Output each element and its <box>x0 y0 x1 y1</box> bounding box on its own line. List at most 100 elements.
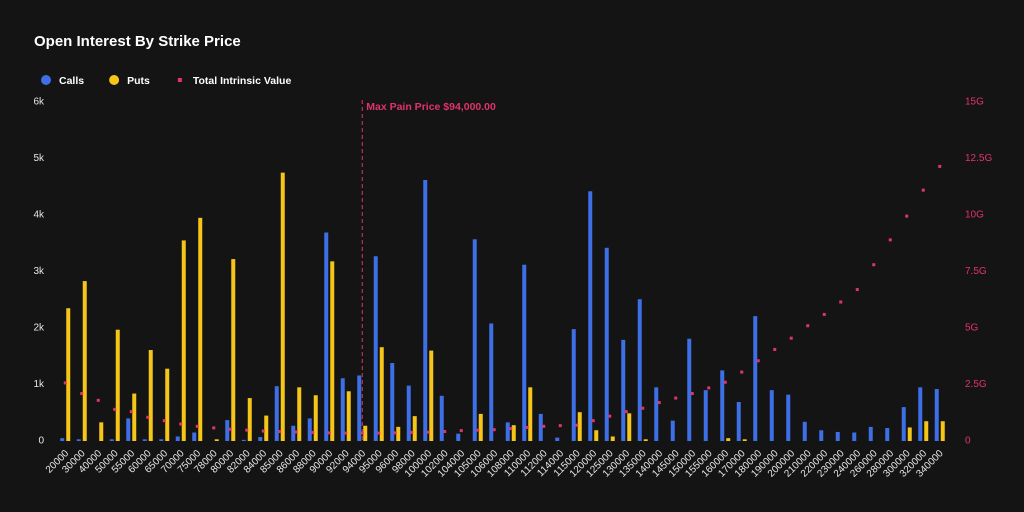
bar <box>522 264 527 441</box>
bar <box>505 422 510 441</box>
point <box>756 359 760 363</box>
point <box>360 431 364 435</box>
point <box>789 336 793 340</box>
bar <box>819 430 824 441</box>
bar <box>637 299 642 441</box>
bar <box>214 439 219 441</box>
bar <box>76 439 81 441</box>
bar <box>423 179 428 441</box>
bar <box>159 439 164 441</box>
bar <box>307 418 312 441</box>
legend-marker <box>109 75 120 85</box>
chart-title: Open Interest By Strike Price <box>34 33 241 50</box>
bar <box>456 433 461 441</box>
bar <box>940 421 945 441</box>
point <box>476 428 480 432</box>
point <box>591 419 595 423</box>
point <box>278 430 282 434</box>
point <box>344 431 348 435</box>
bar <box>720 370 725 441</box>
point <box>96 398 100 402</box>
bar <box>396 426 401 441</box>
bar <box>753 316 758 441</box>
bar <box>594 430 599 441</box>
y-tick-label: 4k <box>33 210 45 221</box>
bar <box>868 426 873 441</box>
bar <box>165 368 170 441</box>
bar <box>297 387 302 441</box>
point <box>228 427 232 431</box>
bar <box>643 439 648 441</box>
point <box>542 424 546 428</box>
bar <box>82 281 87 441</box>
point <box>855 288 859 292</box>
bar <box>390 363 395 441</box>
bar <box>60 438 65 441</box>
point <box>327 431 331 435</box>
point <box>525 425 529 429</box>
point <box>443 430 447 434</box>
bar <box>324 232 329 441</box>
point <box>459 429 463 433</box>
bar <box>786 394 791 441</box>
point <box>740 370 744 374</box>
bar <box>274 386 279 441</box>
y2-tick-label: 15G <box>965 97 984 108</box>
bar <box>429 350 434 441</box>
bar <box>346 391 351 441</box>
bar <box>357 375 362 441</box>
point <box>129 410 133 414</box>
point <box>162 419 166 423</box>
y-tick-label: 3k <box>33 266 45 277</box>
bar <box>901 407 906 441</box>
bar <box>291 425 296 441</box>
point <box>410 430 414 434</box>
bar <box>373 256 378 441</box>
bar <box>231 259 236 441</box>
bar <box>406 385 411 441</box>
bar <box>225 420 230 441</box>
bar <box>412 416 417 441</box>
bar <box>885 428 890 441</box>
point <box>723 380 727 384</box>
point <box>393 431 397 435</box>
bar <box>852 432 857 441</box>
point <box>872 263 876 267</box>
bar <box>241 439 246 441</box>
bar <box>918 387 923 441</box>
point <box>294 430 298 434</box>
bar <box>363 425 368 441</box>
legend-label: Calls <box>59 75 84 87</box>
bar <box>555 437 560 441</box>
point <box>690 392 694 396</box>
bar <box>489 323 494 441</box>
bar <box>264 415 269 441</box>
bar <box>192 432 197 441</box>
point <box>641 406 645 410</box>
point <box>311 430 315 434</box>
point <box>839 300 843 304</box>
point <box>575 423 579 427</box>
y2-tick-label: 2.5G <box>965 379 987 390</box>
point <box>773 347 777 351</box>
point <box>806 324 810 328</box>
bar <box>577 412 582 441</box>
bar <box>478 413 483 441</box>
point <box>558 424 562 428</box>
bar <box>148 350 153 441</box>
bar <box>571 329 576 441</box>
point <box>888 238 892 242</box>
bar <box>511 425 516 441</box>
point <box>624 410 628 414</box>
bar <box>280 172 285 441</box>
bar <box>313 395 318 441</box>
bar <box>132 393 137 441</box>
point <box>608 414 612 418</box>
point <box>261 429 265 433</box>
bar <box>115 329 120 441</box>
bar <box>109 439 114 441</box>
bar <box>654 387 659 441</box>
bar <box>769 390 774 441</box>
bar <box>175 436 180 441</box>
